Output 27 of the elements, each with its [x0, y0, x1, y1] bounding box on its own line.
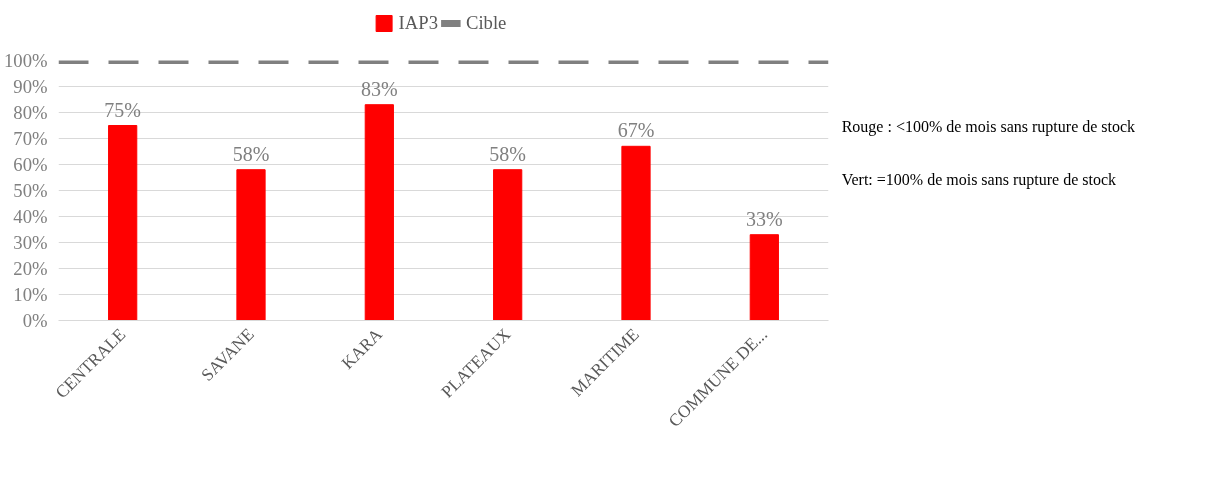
- y-tick-label: 60%: [13, 154, 48, 175]
- y-tick-label: 30%: [13, 232, 48, 253]
- y-tick-label: 100%: [3, 50, 48, 71]
- y-tick-label: 50%: [13, 180, 48, 201]
- y-tick-label: 20%: [13, 258, 48, 279]
- data-label: 67%: [617, 119, 655, 142]
- bar: [621, 145, 651, 321]
- y-tick-label: 70%: [13, 128, 48, 149]
- y-tick-label: 10%: [13, 284, 48, 305]
- data-label: 33%: [746, 207, 783, 230]
- y-tick-label: 80%: [13, 102, 48, 123]
- legend-label: Cible: [465, 11, 507, 34]
- text: Rouge : <100% de mois sans rupture de stock: [841, 117, 1136, 136]
- y-tick-label: 90%: [13, 76, 48, 97]
- data-label: 83%: [361, 77, 398, 100]
- bar: [749, 234, 779, 321]
- y-tick-label: 40%: [13, 206, 48, 227]
- data-label: 75%: [104, 98, 142, 121]
- bar: [364, 104, 394, 321]
- text: Vert: =100% de mois sans rupture de stock: [841, 170, 1117, 189]
- y-tick-label: 0%: [22, 310, 48, 331]
- data-label: 58%: [232, 142, 270, 165]
- legend-label: IAP3: [398, 11, 438, 34]
- bar: [236, 169, 266, 321]
- data-label: 58%: [489, 142, 527, 165]
- bar: [108, 125, 138, 321]
- bar: [493, 169, 523, 321]
